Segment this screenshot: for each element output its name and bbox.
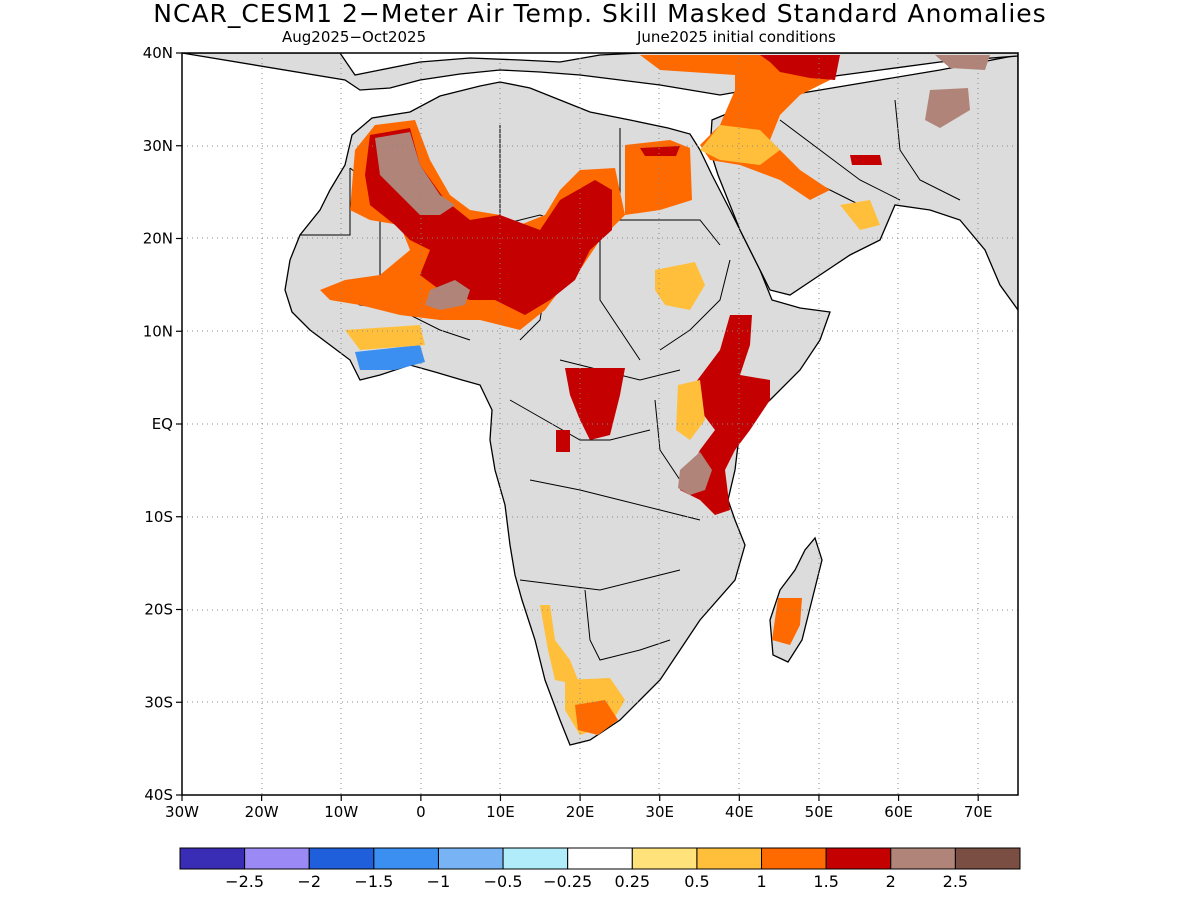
lat-tick-label: 20S — [144, 601, 173, 619]
lon-tick-label: 10W — [324, 803, 358, 821]
map-content — [182, 53, 1018, 795]
colorbar-segment — [761, 847, 827, 870]
lon-tick-label: 10E — [486, 803, 515, 821]
map-title: NCAR_CESM1 2−Meter Air Temp. Skill Maske… — [153, 0, 1047, 28]
lat-tick-label: 10N — [143, 322, 173, 340]
anomaly-east-africa-mild — [676, 380, 705, 440]
colorbar-labels: −2.5 −2 −1.5 −1 −0.5 −0.25 0.25 0.5 1 1.5 2 2.5 — [225, 872, 968, 891]
lat-tick-label: EQ — [152, 415, 173, 433]
lat-tick-label: 30S — [144, 693, 173, 711]
colorbar-label: 0.25 — [614, 872, 650, 891]
lon-tick-label: 20E — [566, 803, 595, 821]
colorbar-segment — [567, 847, 633, 870]
anomaly-iran-2 — [935, 55, 990, 70]
colorbar-label: 2.5 — [943, 872, 968, 891]
colorbar-segment — [244, 847, 310, 870]
longitude-axis: 30W 20W 10W 0 10E 20E 30E 40E 50E 60E 70E — [165, 795, 992, 821]
colorbar-label: 0.5 — [684, 872, 709, 891]
anomaly-iran — [925, 88, 970, 128]
lat-tick-label: 20N — [143, 230, 173, 248]
anomaly-caucasus — [760, 55, 840, 80]
colorbar — [179, 847, 1021, 870]
colorbar-segment — [631, 847, 698, 870]
anomaly-sudan — [655, 262, 705, 310]
lon-tick-label: 0 — [416, 803, 426, 821]
colorbar-label: −1 — [427, 872, 451, 891]
lat-tick-label: 30N — [143, 137, 173, 155]
anomaly-drc — [556, 430, 570, 452]
colorbar-label: −0.5 — [484, 872, 523, 891]
colorbar-label: −1.5 — [354, 872, 393, 891]
colorbar-segment — [437, 847, 504, 870]
lat-tick-label: 40N — [143, 44, 173, 62]
anomaly-central-africa — [565, 368, 625, 440]
lon-tick-label: 60E — [884, 803, 913, 821]
colorbar-label: −0.25 — [543, 872, 592, 891]
lon-tick-label: 40E — [725, 803, 754, 821]
lon-tick-label: 20W — [245, 803, 279, 821]
lat-tick-label: 40S — [144, 786, 173, 804]
colorbar-label: 1.5 — [813, 872, 838, 891]
colorbar-label: 2 — [886, 872, 896, 891]
anomaly-egypt — [625, 140, 692, 215]
lon-tick-label: 50E — [805, 803, 834, 821]
anomaly-arabia-gulf — [850, 155, 882, 165]
anomaly-middle-east-mild — [700, 125, 780, 165]
colorbar-label: −2 — [297, 872, 321, 891]
forecast-period: Aug2025−Oct2025 — [282, 28, 427, 46]
anomaly-overlays — [320, 55, 990, 735]
lat-tick-label: 10S — [144, 508, 173, 526]
anomaly-south-africa-core — [575, 700, 618, 735]
lon-tick-label: 30W — [165, 803, 199, 821]
grid-lines — [182, 53, 1018, 795]
anomaly-madagascar — [772, 598, 802, 645]
colorbar-segment — [954, 847, 1021, 870]
lon-tick-label: 70E — [964, 803, 993, 821]
initial-conditions: June2025 initial conditions — [637, 28, 836, 46]
colorbar-label: 1 — [756, 872, 766, 891]
anomaly-sahel-extreme — [425, 280, 470, 310]
colorbar-segment — [308, 847, 375, 870]
anomaly-nw-africa-extreme — [375, 132, 455, 215]
colorbar-segment — [890, 847, 956, 870]
colorbar-label: −2.5 — [225, 872, 264, 891]
lon-tick-label: 30E — [645, 803, 674, 821]
anomaly-guinea-coast — [355, 345, 425, 370]
colorbar-segment — [502, 847, 569, 870]
anomaly-namibia — [540, 605, 580, 685]
anomaly-oman — [840, 200, 880, 230]
anomaly-nw-africa-core — [365, 128, 612, 315]
colorbar-segment — [373, 847, 439, 870]
colorbar-segment — [179, 847, 246, 870]
colorbar-segment — [696, 847, 763, 870]
anomaly-guinea-coast-mild — [345, 325, 425, 350]
latitude-axis: 40N 30N 20N 10N EQ 10S 20S 30S 40S — [143, 44, 182, 804]
colorbar-segment — [825, 847, 892, 870]
anomaly-tanzania-extreme — [678, 452, 712, 495]
anomaly-egypt-core — [640, 146, 680, 156]
